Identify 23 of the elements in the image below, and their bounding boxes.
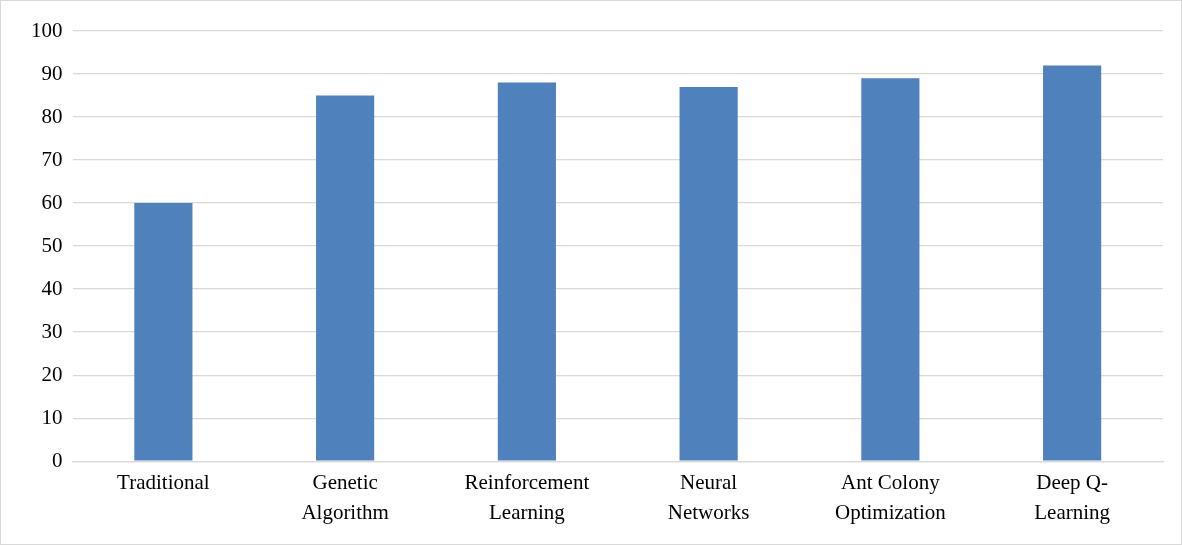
y-tick-label: 30 (41, 318, 63, 343)
y-tick-label: 100 (31, 17, 63, 42)
x-tick-label: Reinforcement Learning (464, 470, 590, 524)
bar (316, 95, 375, 461)
x-tick-label: Deep Q-Learning (1034, 470, 1111, 524)
y-tick-label: 50 (41, 232, 63, 257)
bar (861, 78, 920, 461)
y-tick-label: 40 (41, 275, 63, 300)
bar (134, 203, 193, 461)
bar (1043, 65, 1102, 461)
x-tick-label: Genetic Algorithm (301, 470, 389, 524)
y-tick-label: 80 (41, 103, 63, 128)
y-tick-label: 60 (41, 189, 63, 214)
bar (679, 86, 738, 461)
y-tick-label: 0 (52, 447, 63, 472)
x-tick-label: Traditional (117, 470, 210, 495)
x-tick-label: Ant Colony Optimization (834, 470, 947, 524)
bar (497, 82, 556, 461)
y-tick-label: 70 (41, 146, 63, 171)
y-tick-label: 90 (41, 60, 63, 85)
x-tick-label: Neural Networks (667, 470, 750, 524)
y-tick-label: 10 (41, 404, 63, 429)
y-tick-label: 20 (41, 361, 63, 386)
